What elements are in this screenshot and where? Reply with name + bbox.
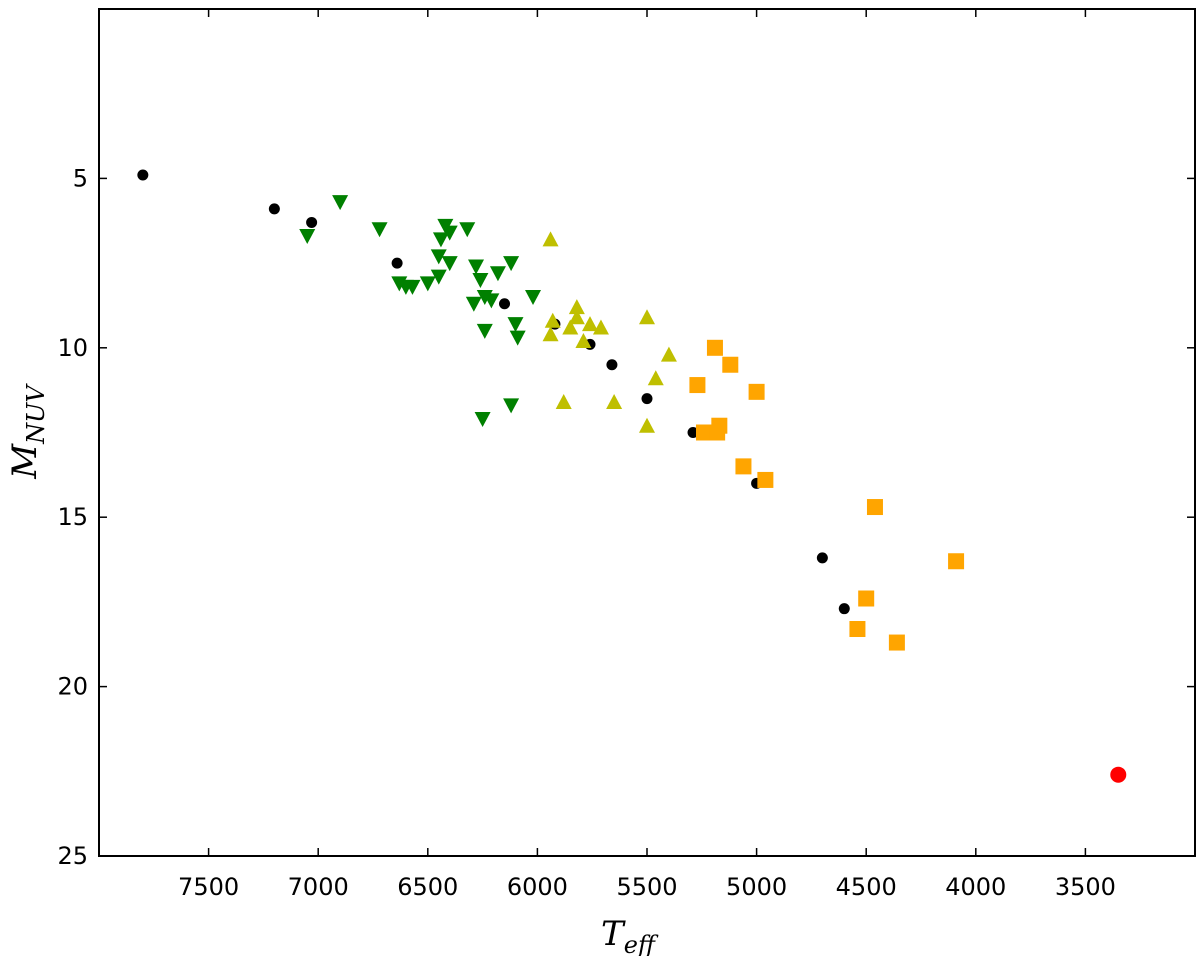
point-black-circle — [391, 257, 403, 269]
point-orange-square — [689, 377, 706, 394]
point-yellow-triangle-up — [639, 417, 655, 433]
point-green-triangle-down — [468, 259, 485, 275]
point-black-circle — [137, 169, 149, 181]
point-green-triangle-down — [507, 317, 524, 333]
y-axis-label-subscript: NUV — [22, 383, 50, 445]
x-tick-label: 6500 — [397, 873, 458, 901]
point-yellow-triangle-up — [562, 319, 579, 335]
point-green-triangle-down — [441, 225, 458, 241]
point-green-triangle-down — [430, 249, 447, 265]
x-tick-label: 4000 — [945, 873, 1006, 901]
point-black-circle — [606, 359, 618, 371]
point-yellow-triangle-up — [568, 299, 585, 315]
data-points — [137, 169, 1127, 783]
point-green-triangle-down — [397, 279, 414, 295]
point-black-circle — [838, 603, 850, 615]
point-green-triangle-down — [525, 289, 542, 305]
point-green-triangle-down — [371, 222, 388, 238]
point-yellow-triangle-up — [606, 394, 623, 410]
point-green-triangle-down — [503, 256, 520, 272]
point-orange-square — [695, 424, 712, 441]
y-axis-label: MNUV — [5, 383, 50, 480]
x-tick-label: 7000 — [288, 873, 349, 901]
point-green-triangle-down — [432, 232, 449, 248]
point-black-circle — [268, 203, 280, 215]
y-tick-label: 10 — [57, 334, 88, 362]
point-green-triangle-down — [509, 330, 526, 346]
point-yellow-triangle-up — [544, 312, 561, 328]
x-axis-label-main: T — [601, 914, 626, 954]
x-axis-label-subscript: eff — [624, 931, 659, 956]
point-yellow-triangle-up — [647, 370, 664, 386]
point-black-circle — [687, 427, 699, 438]
point-orange-square — [866, 499, 883, 516]
y-tick-label: 20 — [57, 673, 88, 701]
y-tick-label: 15 — [57, 503, 88, 531]
point-orange-square — [858, 590, 875, 607]
point-yellow-triangle-up — [639, 309, 655, 325]
point-orange-square — [757, 471, 774, 488]
x-tick-label: 5500 — [616, 873, 677, 901]
point-orange-square — [849, 621, 866, 638]
x-tick-label: 6000 — [507, 873, 568, 901]
point-black-circle — [306, 216, 318, 228]
point-green-triangle-down — [299, 228, 316, 244]
point-green-triangle-down — [332, 195, 349, 211]
x-axis-label: Teff — [601, 914, 659, 956]
x-tick-label: 5000 — [726, 873, 787, 901]
y-tick-label: 5 — [73, 164, 88, 192]
point-yellow-triangle-up — [568, 309, 585, 325]
y-tick-label: 25 — [57, 842, 88, 870]
point-yellow-triangle-up — [575, 333, 592, 349]
point-yellow-triangle-up — [555, 394, 572, 410]
point-yellow-triangle-up — [660, 346, 677, 362]
point-black-circle — [816, 552, 828, 564]
point-orange-square — [735, 458, 752, 475]
point-orange-square — [722, 356, 739, 373]
x-tick-label: 4500 — [836, 873, 897, 901]
point-green-triangle-down — [441, 256, 458, 272]
point-orange-square — [709, 424, 726, 441]
point-green-triangle-down — [476, 323, 493, 339]
y-axis: 5 10 15 20 25 — [57, 164, 1195, 870]
x-tick-label: 7500 — [178, 873, 239, 901]
point-green-triangle-down — [489, 266, 506, 282]
point-green-triangle-down — [419, 276, 436, 292]
point-yellow-triangle-up — [582, 316, 599, 332]
point-green-triangle-down — [472, 273, 489, 289]
point-orange-square — [948, 553, 965, 570]
point-yellow-triangle-up — [542, 326, 559, 342]
x-tick-label: 3500 — [1055, 873, 1116, 901]
point-green-triangle-down — [465, 296, 482, 312]
point-orange-square — [706, 339, 723, 356]
point-orange-square — [748, 383, 765, 400]
point-yellow-triangle-up — [592, 319, 609, 335]
point-orange-square — [888, 634, 905, 651]
point-green-triangle-down — [459, 222, 476, 238]
y-axis-label-main: M — [5, 443, 45, 480]
point-green-triangle-down — [503, 398, 520, 414]
point-black-circle — [499, 298, 511, 310]
x-axis: 7500 7000 6500 6000 5500 5000 4500 4000 3500 — [178, 9, 1116, 901]
point-black-circle — [641, 393, 653, 405]
point-green-triangle-down — [430, 269, 447, 285]
point-green-triangle-down — [483, 293, 500, 309]
point-yellow-triangle-up — [542, 231, 559, 247]
point-red-circle — [1110, 766, 1127, 783]
point-green-triangle-down — [474, 411, 491, 427]
